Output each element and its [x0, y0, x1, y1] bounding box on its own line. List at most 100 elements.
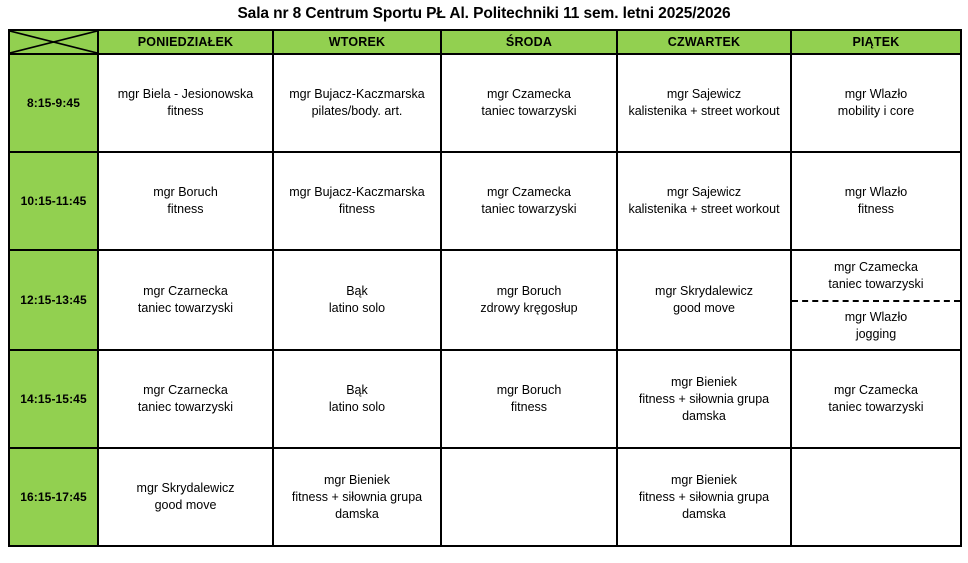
class-cell[interactable]: mgr Czamecka taniec towarzyski [440, 151, 618, 251]
class-cell[interactable]: Bąk latino solo [272, 249, 442, 351]
bowtie-cross-icon [10, 31, 97, 53]
class-entry: mgr Bieniek fitness + siłownia grupa dams… [618, 472, 790, 523]
instructor-name: mgr Czarnecka [143, 383, 228, 397]
activity-name: pilates/body. art. [311, 104, 403, 118]
activity-name: fitness [857, 202, 895, 216]
activity-name: fitness + siłownia grupa damska [638, 391, 770, 423]
class-entry: Bąk latino solo [274, 382, 440, 416]
class-cell[interactable] [790, 447, 962, 547]
class-cell[interactable]: mgr Boruch zdrowy kręgosłup [440, 249, 618, 351]
time-slot-cell: 10:15-11:45 [8, 151, 99, 251]
class-cell[interactable]: mgr Boruch fitness [440, 349, 618, 449]
class-cell[interactable]: mgr Sajewicz kalistenika + street workout [616, 151, 792, 251]
class-entry: mgr Biela - Jesionowska fitness [99, 86, 272, 120]
class-cell[interactable]: mgr Czamecka taniec towarzyski [440, 53, 618, 153]
class-cell[interactable]: mgr Wlazło fitness [790, 151, 962, 251]
table-row: 10:15-11:45 mgr Boruch fitness mgr Bujacz-K… [8, 151, 962, 251]
class-cell[interactable]: mgr Skrydalewicz good move [616, 249, 792, 351]
activity-name: jogging [855, 326, 897, 341]
class-cell[interactable] [440, 447, 618, 547]
instructor-name: mgr Czamecka [833, 383, 919, 397]
instructor-name: mgr Wlazło [844, 87, 908, 101]
instructor-name: mgr Boruch [496, 284, 562, 298]
activity-name: fitness + siłownia grupa damska [638, 489, 770, 521]
class-cell[interactable]: mgr Czarnecka taniec towarzyski [97, 249, 274, 351]
table-row: 12:15-13:45 mgr Czarnecka taniec towarzysk… [8, 249, 962, 351]
class-entry: mgr Wlazło fitness [792, 184, 960, 218]
table-row: 14:15-15:45 mgr Czarnecka taniec towarzysk… [8, 349, 962, 449]
class-entry: mgr Czamecka taniec towarzyski [442, 86, 616, 120]
table-row: 16:15-17:45 mgr Skrydalewicz good move mgr … [8, 447, 962, 547]
class-entry: mgr Sajewicz kalistenika + street workout [618, 86, 790, 120]
activity-name: latino solo [328, 301, 386, 315]
class-cell[interactable]: mgr Bieniek fitness + siłownia grupa dams… [272, 447, 442, 547]
instructor-name: mgr Bieniek [671, 374, 737, 389]
time-slot-cell: 8:15-9:45 [8, 53, 99, 153]
class-entry: mgr Czamecka taniec towarzyski [442, 184, 616, 218]
class-cell[interactable]: mgr Biela - Jesionowska fitness [97, 53, 274, 153]
activity-name: good move [673, 301, 735, 315]
instructor-name: mgr Czamecka [833, 259, 919, 274]
instructor-name: Bąk [346, 284, 368, 298]
activity-name: taniec towarzyski [137, 301, 234, 315]
class-cell[interactable]: mgr Bujacz-Kaczmarska fitness [272, 151, 442, 251]
class-cell[interactable]: mgr Bieniek fitness + siłownia grupa dams… [616, 349, 792, 449]
day-header-thursday: CZWARTEK [616, 29, 792, 55]
activity-name: mobility i core [837, 104, 915, 118]
header-row: PONIEDZIAŁEK WTOREK ŚRODA CZWARTEK PIĄTE… [8, 29, 962, 55]
class-entry: mgr Bieniek fitness + siłownia grupa dams… [618, 374, 790, 425]
class-cell[interactable]: mgr Wlazło mobility i core [790, 53, 962, 153]
class-cell[interactable]: mgr Boruch fitness [97, 151, 274, 251]
time-slot-cell: 16:15-17:45 [8, 447, 99, 547]
class-entry: mgr Sajewicz kalistenika + street workout [618, 184, 790, 218]
class-cell[interactable]: mgr Bujacz-Kaczmarska pilates/body. art. [272, 53, 442, 153]
class-entry: mgr Skrydalewicz good move [618, 283, 790, 317]
instructor-name: mgr Bujacz-Kaczmarska [289, 185, 425, 199]
instructor-name: mgr Czarnecka [143, 284, 228, 298]
instructor-name: mgr Boruch [496, 383, 562, 397]
activity-name: fitness [510, 400, 548, 414]
instructor-name: mgr Wlazło [844, 185, 908, 199]
activity-name: taniec towarzyski [828, 276, 924, 291]
class-cell[interactable]: Bąk latino solo [272, 349, 442, 449]
table-row: 8:15-9:45 mgr Biela - Jesionowska fitness m… [8, 53, 962, 153]
instructor-name: mgr Wlazło [844, 309, 908, 324]
page-title: Sala nr 8 Centrum Sportu PŁ Al. Politech… [237, 5, 731, 22]
class-entry: mgr Czamecka taniec towarzyski [792, 251, 960, 300]
instructor-name: mgr Bujacz-Kaczmarska [289, 87, 425, 101]
day-header-tuesday: WTOREK [272, 29, 442, 55]
class-cell[interactable]: mgr Czamecka taniec towarzyski [790, 349, 962, 449]
class-entry: mgr Wlazło mobility i core [792, 86, 960, 120]
instructor-name: mgr Skrydalewicz [655, 284, 753, 298]
corner-cell [8, 29, 99, 55]
activity-name: kalistenika + street workout [628, 104, 780, 118]
activity-name: taniec towarzyski [137, 400, 234, 414]
class-entry: Bąk latino solo [274, 283, 440, 317]
class-cell[interactable]: mgr Czarnecka taniec towarzyski [97, 349, 274, 449]
class-cell[interactable]: mgr Skrydalewicz good move [97, 447, 274, 547]
instructor-name: mgr Bieniek [671, 472, 737, 487]
time-slot-cell: 12:15-13:45 [8, 249, 99, 351]
activity-name: fitness + siłownia grupa damska [291, 489, 423, 521]
class-entry: mgr Bujacz-Kaczmarska pilates/body. art. [274, 86, 440, 120]
instructor-name: Bąk [346, 383, 368, 397]
class-cell[interactable]: mgr Bieniek fitness + siłownia grupa dams… [616, 447, 792, 547]
class-entry: mgr Skrydalewicz good move [99, 480, 272, 514]
activity-name: fitness [338, 202, 376, 216]
activity-name: fitness [167, 202, 204, 216]
schedule-table-wrapper: PONIEDZIAŁEK WTOREK ŚRODA CZWARTEK PIĄTE… [0, 29, 968, 547]
class-cell[interactable]: mgr Sajewicz kalistenika + street workout [616, 53, 792, 153]
day-header-wednesday: ŚRODA [440, 29, 618, 55]
class-cell[interactable]: mgr Czamecka taniec towarzyski mgr Wlazło j… [790, 249, 962, 351]
activity-name: taniec towarzyski [828, 400, 924, 414]
class-entry: mgr Czarnecka taniec towarzyski [99, 382, 272, 416]
instructor-name: mgr Bieniek [324, 472, 390, 487]
class-entry: mgr Wlazło jogging [792, 300, 960, 349]
instructor-name: mgr Czamecka [486, 87, 572, 101]
activity-name: latino solo [328, 400, 386, 414]
table-body: 8:15-9:45 mgr Biela - Jesionowska fitness m… [8, 53, 962, 547]
class-entry: mgr Boruch fitness [442, 382, 616, 416]
instructor-name: mgr Sajewicz [666, 87, 742, 101]
instructor-name: mgr Skrydalewicz [136, 481, 235, 495]
